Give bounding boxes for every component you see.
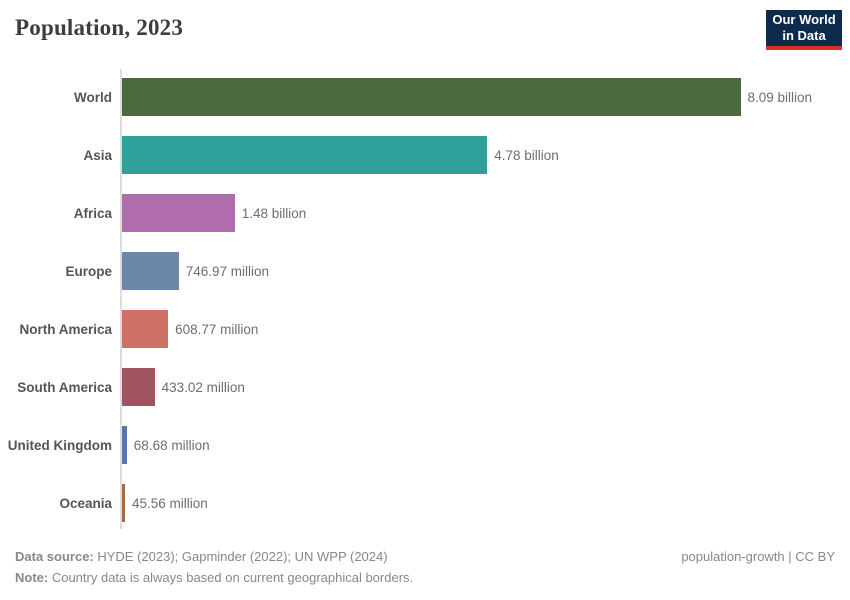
bar-row: United Kingdom 68.68 million <box>0 416 850 474</box>
data-source-line: Data source: HYDE (2023); Gapminder (202… <box>15 546 413 567</box>
bar-row: South America 433.02 million <box>0 358 850 416</box>
bar-track: 1.48 billion <box>121 194 850 232</box>
bar-value: 1.48 billion <box>241 205 307 221</box>
owid-logo-line1: Our World <box>772 12 836 27</box>
note-label: Note: <box>15 570 49 585</box>
bar-label[interactable]: Europe <box>65 263 112 279</box>
bar-track: 746.97 million <box>121 252 850 290</box>
bar-value: 8.09 billion <box>747 89 813 105</box>
bar-row: Africa 1.48 billion <box>0 184 850 242</box>
bar-value: 45.56 million <box>132 495 208 511</box>
bar-row: World 8.09 billion <box>0 68 850 126</box>
footer-license: population-growth | CC BY <box>681 549 835 564</box>
note-line: Note: Country data is always based on cu… <box>15 567 413 588</box>
bar-label[interactable]: Asia <box>83 147 112 163</box>
bar-track: 8.09 billion <box>121 78 850 116</box>
bar-row: Asia 4.78 billion <box>0 126 850 184</box>
note-text: Country data is always based on current … <box>48 570 414 585</box>
bar[interactable] <box>121 310 169 348</box>
bar-value: 4.78 billion <box>494 147 559 163</box>
bar[interactable] <box>121 484 125 522</box>
bar-label[interactable]: World <box>74 89 112 105</box>
bar[interactable] <box>121 194 235 232</box>
bar-label[interactable]: Oceania <box>59 495 112 511</box>
footer-left: Data source: HYDE (2023); Gapminder (202… <box>15 546 413 588</box>
owid-logo[interactable]: Our World in Data <box>766 10 842 50</box>
bar[interactable] <box>121 426 127 464</box>
bar-track: 608.77 million <box>121 310 850 348</box>
bar-track: 433.02 million <box>121 368 850 406</box>
bar-track: 4.78 billion <box>121 136 850 174</box>
bar-row: Oceania 45.56 million <box>0 474 850 532</box>
bar-track: 45.56 million <box>121 484 850 522</box>
data-source-label: Data source: <box>15 549 94 564</box>
y-axis-line <box>120 69 122 529</box>
bar-row: Europe 746.97 million <box>0 242 850 300</box>
bar-value: 608.77 million <box>175 321 259 337</box>
chart-footer: Data source: HYDE (2023); Gapminder (202… <box>15 546 835 588</box>
bar-rows: World 8.09 billion Asia 4.78 billion Africa 1… <box>0 68 850 532</box>
bar-value: 746.97 million <box>185 263 269 279</box>
bar-label[interactable]: United Kingdom <box>7 437 112 453</box>
bar-value: 433.02 million <box>161 379 245 395</box>
owid-logo-line2: in Data <box>782 28 826 43</box>
bar-label[interactable]: South America <box>17 379 112 395</box>
bar[interactable] <box>121 252 179 290</box>
bar-track: 68.68 million <box>121 426 850 464</box>
bar-row: North America 608.77 million <box>0 300 850 358</box>
bar-label[interactable]: Africa <box>73 205 112 221</box>
bar[interactable] <box>121 78 741 116</box>
page-title: Population, 2023 <box>15 15 184 40</box>
bar[interactable] <box>121 368 155 406</box>
bar-label[interactable]: North America <box>19 321 112 337</box>
data-source-text: HYDE (2023); Gapminder (2022); UN WPP (2… <box>93 549 388 564</box>
bar-chart: World 8.09 billion Asia 4.78 billion Africa 1… <box>0 68 850 532</box>
bar-value: 68.68 million <box>133 437 210 453</box>
bar[interactable] <box>121 136 488 174</box>
